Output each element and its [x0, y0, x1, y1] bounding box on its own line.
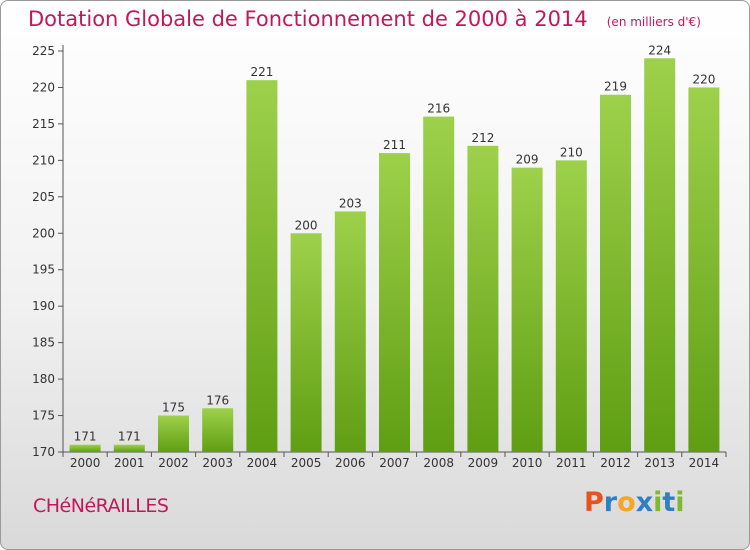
y-tick-label: 170: [32, 445, 55, 459]
x-tick-label: 2002: [158, 456, 189, 470]
bar: [379, 153, 410, 452]
y-tick-label: 175: [32, 409, 55, 423]
x-tick-label: 2000: [70, 456, 101, 470]
data-label: 216: [427, 102, 450, 116]
logo-letter: x: [635, 487, 654, 518]
data-label: 211: [383, 138, 406, 152]
data-label: 220: [692, 72, 715, 86]
logo-letter: P: [584, 487, 604, 518]
chart-title: Dotation Globale de Fonctionnement de 20…: [28, 7, 588, 31]
data-label: 209: [516, 153, 539, 167]
bar: [600, 94, 631, 452]
x-tick-label: 2005: [291, 456, 322, 470]
data-label: 219: [604, 80, 627, 94]
proxiti-logo: Proxiti: [584, 487, 685, 518]
x-tick-label: 2011: [556, 456, 587, 470]
y-tick-label: 205: [32, 190, 55, 204]
bar: [467, 145, 499, 453]
x-tick-label: 2010: [512, 456, 543, 470]
bar: [511, 167, 543, 452]
bar: [688, 87, 720, 453]
bar: [423, 116, 455, 453]
data-label: 171: [118, 430, 141, 444]
data-label: 203: [339, 196, 362, 210]
y-tick-label: 190: [32, 299, 55, 313]
bar: [69, 444, 101, 452]
chart-header: Dotation Globale de Fonctionnement de 20…: [28, 7, 701, 31]
data-label: 221: [250, 65, 273, 79]
y-tick-label: 215: [32, 117, 55, 131]
data-label: 176: [206, 393, 229, 407]
bar: [290, 233, 322, 452]
data-label: 212: [471, 131, 494, 145]
x-tick-label: 2006: [335, 456, 366, 470]
data-label: 171: [74, 430, 97, 444]
bar: [644, 58, 676, 453]
data-label: 210: [560, 145, 583, 159]
y-tick-label: 210: [32, 153, 55, 167]
commune-name: CHéNéRAILLES: [33, 495, 169, 517]
x-tick-label: 2003: [202, 456, 233, 470]
logo-letter: i: [653, 487, 663, 518]
data-label: 224: [648, 43, 671, 57]
y-tick-label: 195: [32, 263, 55, 277]
chart-subtitle: (en milliers d'€): [606, 15, 701, 29]
y-tick-label: 225: [32, 44, 55, 58]
data-label: 200: [295, 218, 318, 232]
bar: [202, 408, 234, 452]
x-tick-label: 2012: [600, 456, 631, 470]
bar: [555, 160, 587, 452]
logo-letter: t: [662, 487, 676, 518]
logo-letter: r: [603, 487, 618, 518]
y-tick-label: 180: [32, 372, 55, 386]
y-tick-label: 200: [32, 226, 55, 240]
y-tick-label: 185: [32, 336, 55, 350]
bar: [334, 211, 366, 452]
data-label: 175: [162, 401, 185, 415]
x-tick-label: 2007: [379, 456, 410, 470]
x-tick-label: 2009: [468, 456, 499, 470]
x-tick-label: 2014: [689, 456, 720, 470]
bar: [246, 80, 278, 452]
x-tick-label: 2001: [114, 456, 145, 470]
logo-letter: o: [617, 487, 636, 518]
x-tick-label: 2008: [423, 456, 454, 470]
x-tick-label: 2004: [247, 456, 278, 470]
bar: [158, 415, 189, 452]
y-tick-label: 220: [32, 80, 55, 94]
bar: [113, 444, 145, 452]
x-tick-label: 2013: [644, 456, 675, 470]
logo-letter: i: [675, 487, 685, 518]
